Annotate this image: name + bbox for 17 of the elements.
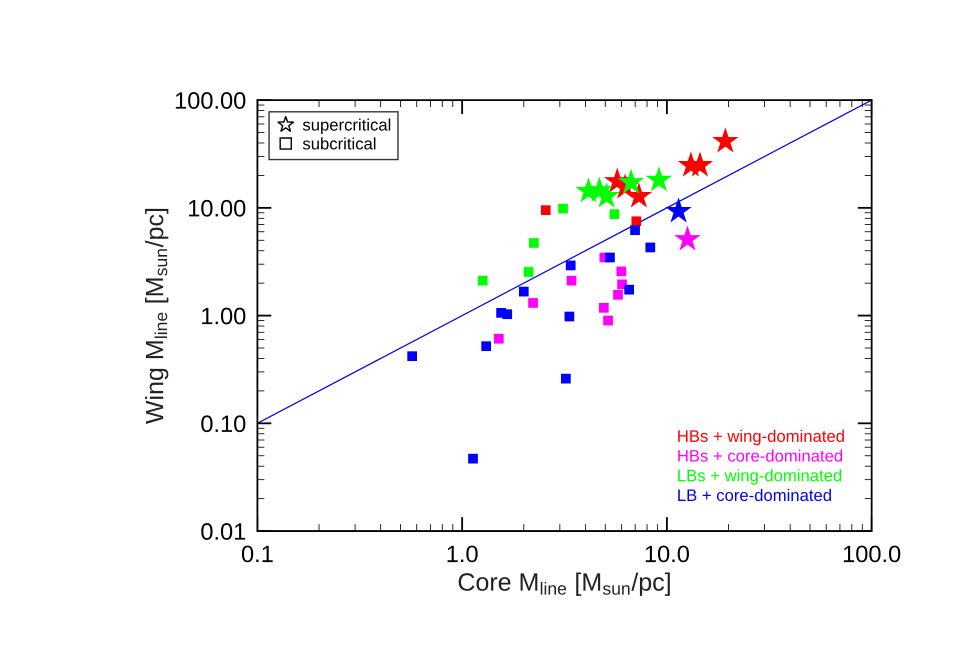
y-tick-label: 0.10 [201, 415, 246, 432]
x-tick-label: 10.0 [646, 546, 689, 562]
x-tick-label: 100.0 [844, 546, 900, 562]
y-tick-label: 100.00 [176, 92, 246, 109]
annotation: supercritical [302, 118, 390, 134]
annotation: subcritical [302, 137, 376, 150]
text: LB + core-dominated [678, 488, 831, 502]
x-tick-label: 1.0 [448, 546, 478, 562]
text: HBs + core-dominated [678, 449, 842, 462]
text: HBs + wing-dominated [678, 430, 844, 446]
y-tick-label: 0.01 [201, 523, 246, 540]
text: LBs + wing-dominated [678, 469, 842, 485]
x-axis-title: Core M$_{line}$ [M$_{sun}$/pc] [458, 572, 670, 596]
y-tick-label: 1.00 [202, 308, 246, 324]
x-tick-label: 0.1 [242, 546, 273, 562]
y-tick-label: 10.00 [189, 200, 246, 217]
y-axis-title: Wing M$_{line}$ [M$_{sun}$/pc] [145, 208, 168, 424]
